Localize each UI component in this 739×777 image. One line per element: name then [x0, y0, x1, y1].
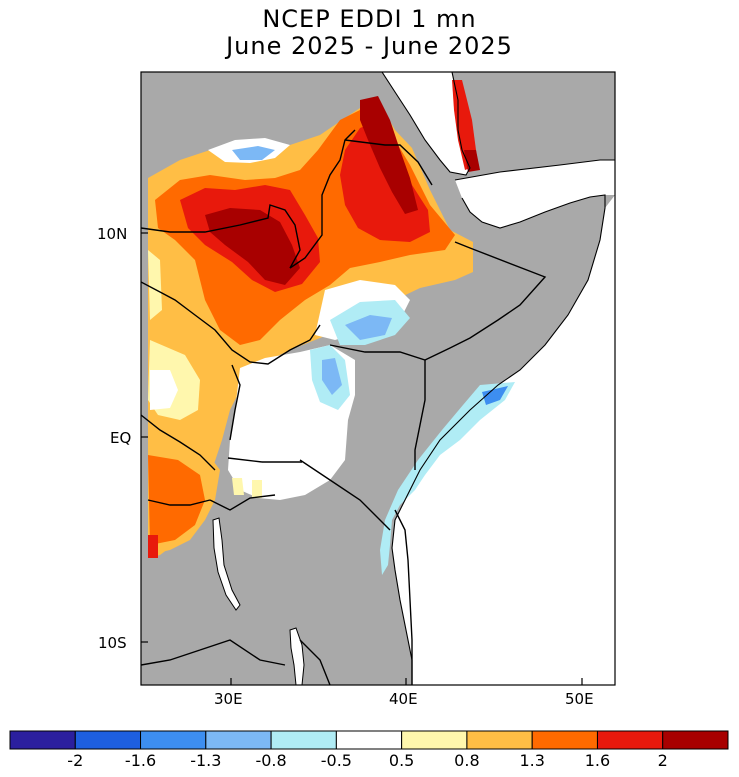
lat-tick-eq: EQ — [110, 429, 132, 447]
colorbar-swatch — [205, 730, 272, 750]
indian-ocean — [392, 195, 615, 685]
political-borders — [141, 129, 547, 685]
colorbar-label: -1.6 — [124, 751, 157, 770]
colorbar-label: -0.5 — [320, 751, 352, 770]
eddi-field — [148, 80, 515, 575]
colorbar-label: 0.5 — [388, 751, 415, 770]
colorbar-swatch — [662, 730, 729, 750]
colorbar-label: 2 — [657, 751, 668, 770]
colorbar — [9, 730, 729, 750]
colorbar-label: 1.3 — [519, 751, 545, 770]
lake-malawi — [289, 627, 305, 685]
lon-tick-30e: 30E — [214, 690, 243, 708]
colorbar-swatch — [140, 730, 207, 750]
colorbar-swatch — [401, 730, 468, 750]
coastlines — [381, 72, 615, 685]
lat-tick-10s: 10S — [98, 634, 127, 652]
colorbar-swatch — [466, 730, 533, 750]
lake-tanganyika — [212, 517, 241, 611]
gulf-of-aden — [455, 160, 615, 228]
lon-tick-50e: 50E — [565, 690, 594, 708]
lat-tick-10n: 10N — [97, 225, 128, 243]
colorbar-swatch — [335, 730, 403, 750]
axis-ticks — [141, 232, 583, 685]
colorbar-label: -2 — [67, 751, 84, 770]
map-frame — [140, 71, 616, 686]
colorbar-swatch — [531, 730, 598, 750]
colorbar-swatch — [596, 730, 664, 750]
colorbar-label: -1.3 — [190, 751, 222, 770]
lon-tick-40e: 40E — [389, 690, 418, 708]
title-line-2: June 2025 - June 2025 — [226, 32, 513, 60]
red-sea — [382, 72, 470, 175]
colorbar-label: -0.8 — [255, 751, 287, 770]
colorbar-swatch — [270, 730, 337, 750]
colorbar-swatch — [9, 730, 76, 750]
colorbar-swatch — [74, 730, 142, 750]
colorbar-label: 0.8 — [454, 751, 480, 770]
colorbar-label: 1.6 — [584, 751, 611, 770]
title-line-1: NCEP EDDI 1 mn — [262, 5, 477, 33]
